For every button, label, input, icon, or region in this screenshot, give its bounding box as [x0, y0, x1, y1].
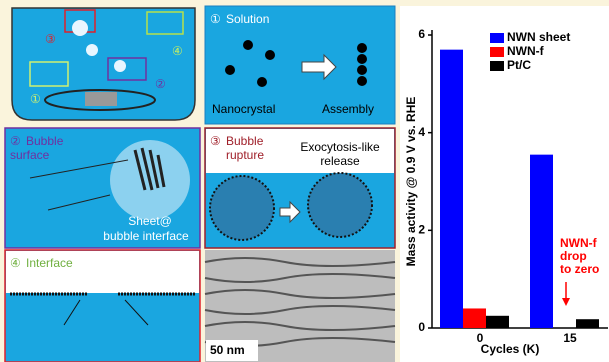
annotation: to zero	[560, 262, 599, 276]
bar	[530, 155, 553, 328]
overview-label: ①	[30, 92, 41, 106]
bar	[463, 308, 486, 328]
y-tick-label: 0	[418, 320, 425, 334]
bar	[486, 316, 509, 328]
panel-title: rupture	[226, 148, 264, 162]
overview-panel: ③ ④ ② ①	[12, 8, 195, 120]
panel-title: Bubble	[26, 134, 64, 148]
legend-swatch	[490, 33, 504, 43]
annotation: drop	[560, 249, 587, 263]
bubble-surface-panel: ② Bubble surface Sheet@ bubble interface	[5, 128, 200, 248]
legend-label: NWN-f	[507, 44, 545, 58]
label: Nanocrystal	[212, 102, 275, 116]
x-tick-label: 15	[563, 331, 577, 345]
overview-label: ④	[172, 44, 183, 58]
caption: Sheet@	[128, 214, 172, 228]
panel-title: surface	[10, 148, 50, 162]
legend-label: Pt/C	[507, 58, 531, 72]
legend-swatch	[490, 61, 504, 71]
solution-panel: ① Solution Nanocrystal Assembly	[205, 6, 395, 124]
legend-label: NWN sheet	[507, 30, 570, 44]
annotation: NWN-f	[560, 236, 598, 250]
overview-label: ③	[45, 32, 56, 46]
caption: Exocytosis-like	[300, 140, 380, 154]
panel-number: ③	[210, 134, 221, 148]
caption: bubble interface	[103, 229, 189, 243]
label: Assembly	[322, 102, 374, 116]
panel-number: ①	[210, 12, 221, 26]
panel-number: ④	[10, 256, 21, 270]
panel-title: Bubble	[226, 134, 264, 148]
panel-title: Interface	[26, 256, 73, 270]
interface-panel: ④ Interface	[5, 250, 200, 362]
overview-label: ②	[155, 77, 166, 91]
legend-swatch	[490, 47, 504, 57]
scale-bar-label: 50 nm	[210, 343, 245, 357]
tem-panel: 50 nm	[205, 250, 395, 362]
y-tick-label: 2	[418, 223, 425, 237]
bar	[576, 319, 599, 328]
panel-number: ②	[10, 134, 21, 148]
panel-title: Solution	[226, 12, 269, 26]
figure: ③ ④ ② ① ① Solution Nanocrystal Assembly …	[0, 0, 609, 362]
x-axis-label: Cycles (K)	[481, 342, 540, 356]
caption: release	[320, 154, 360, 168]
y-tick-label: 6	[418, 27, 425, 41]
y-axis-label: Mass activity @ 0.9 V vs. RHE	[404, 97, 418, 267]
bubble-rupture-panel: ③ Bubble rupture Exocytosis-like release	[205, 128, 395, 248]
y-tick-label: 4	[418, 125, 425, 139]
bar	[440, 50, 463, 328]
